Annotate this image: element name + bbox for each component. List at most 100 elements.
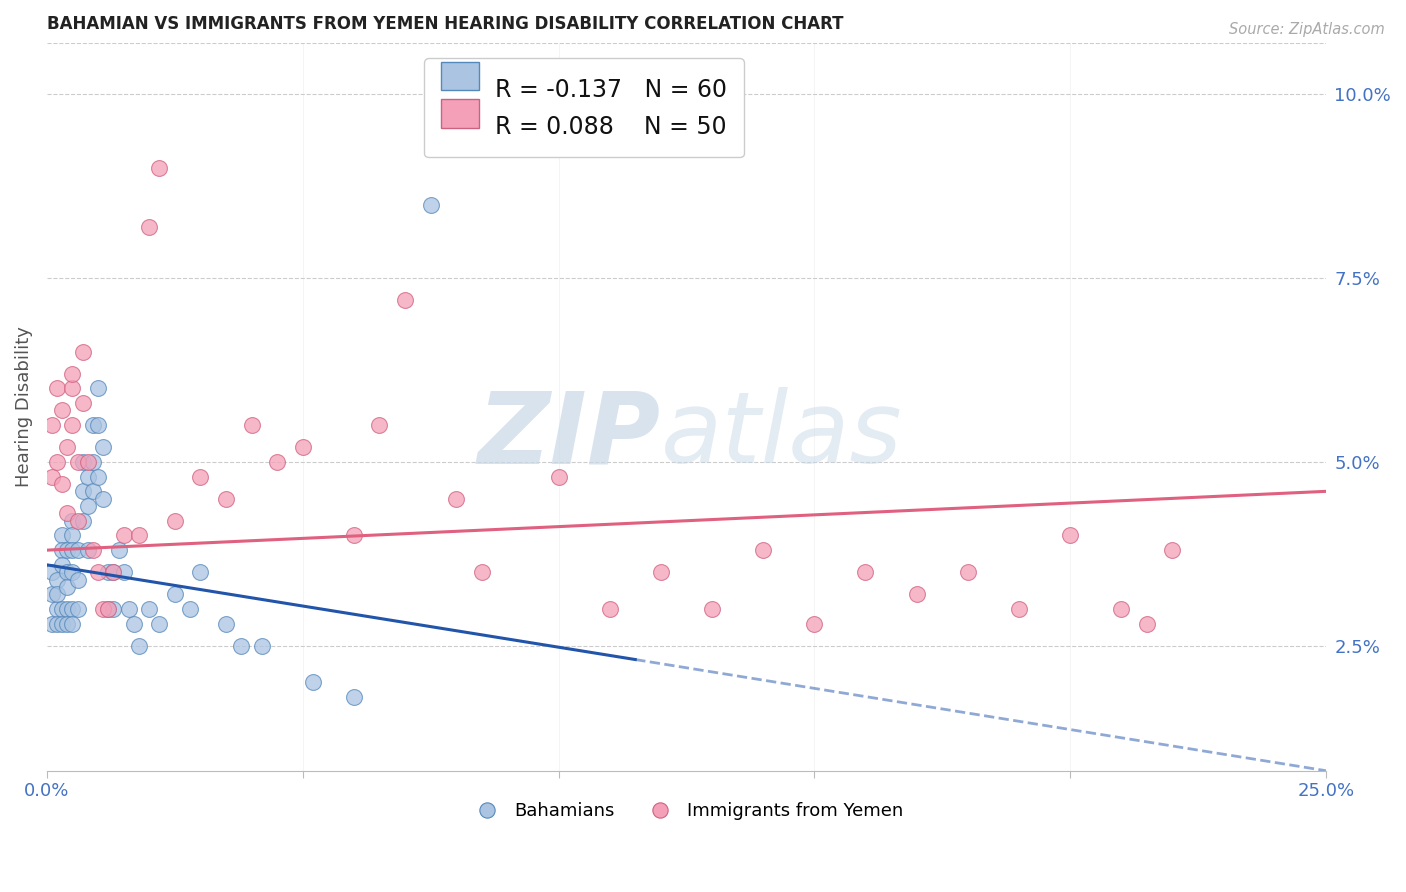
Point	[41, 616, 63, 631]
Point	[56, 507, 79, 521]
Point	[302, 675, 325, 690]
Point	[56, 602, 79, 616]
Point	[107, 543, 129, 558]
Point	[46, 587, 69, 601]
Point	[905, 587, 928, 601]
Point	[66, 573, 89, 587]
Point	[72, 484, 94, 499]
Point	[128, 639, 150, 653]
Legend: Bahamians, Immigrants from Yemen: Bahamians, Immigrants from Yemen	[463, 795, 911, 827]
Point	[103, 602, 125, 616]
Point	[76, 469, 98, 483]
Point	[91, 440, 114, 454]
Point	[368, 418, 391, 433]
Point	[41, 469, 63, 483]
Point	[41, 587, 63, 601]
Point	[46, 602, 69, 616]
Point	[956, 565, 979, 579]
Point	[190, 565, 212, 579]
Point	[82, 484, 104, 499]
Point	[62, 602, 84, 616]
Point	[66, 514, 89, 528]
Point	[700, 602, 723, 616]
Point	[46, 381, 69, 395]
Point	[190, 469, 212, 483]
Point	[103, 565, 125, 579]
Point	[56, 580, 79, 594]
Point	[1136, 616, 1159, 631]
Point	[650, 565, 672, 579]
Y-axis label: Hearing Disability: Hearing Disability	[15, 326, 32, 487]
Point	[66, 455, 89, 469]
Point	[148, 616, 170, 631]
Point	[62, 616, 84, 631]
Point	[51, 558, 73, 572]
Point	[51, 477, 73, 491]
Point	[76, 455, 98, 469]
Point	[215, 616, 238, 631]
Point	[215, 491, 238, 506]
Point	[41, 418, 63, 433]
Point	[87, 565, 110, 579]
Point	[46, 616, 69, 631]
Point	[444, 491, 467, 506]
Point	[51, 616, 73, 631]
Point	[72, 455, 94, 469]
Point	[62, 418, 84, 433]
Point	[547, 469, 569, 483]
Point	[599, 602, 621, 616]
Point	[471, 565, 494, 579]
Point	[62, 543, 84, 558]
Point	[82, 418, 104, 433]
Point	[62, 514, 84, 528]
Point	[1109, 602, 1132, 616]
Point	[51, 602, 73, 616]
Point	[51, 543, 73, 558]
Point	[56, 440, 79, 454]
Point	[76, 499, 98, 513]
Text: ZIP: ZIP	[478, 387, 661, 484]
Point	[122, 616, 145, 631]
Point	[163, 587, 186, 601]
Point	[56, 543, 79, 558]
Point	[46, 455, 69, 469]
Point	[803, 616, 825, 631]
Point	[76, 543, 98, 558]
Point	[62, 528, 84, 542]
Point	[343, 528, 366, 542]
Point	[72, 514, 94, 528]
Point	[41, 565, 63, 579]
Point	[87, 418, 110, 433]
Point	[138, 602, 160, 616]
Point	[66, 543, 89, 558]
Point	[266, 455, 288, 469]
Point	[87, 381, 110, 395]
Point	[148, 161, 170, 175]
Point	[91, 602, 114, 616]
Point	[91, 491, 114, 506]
Point	[66, 602, 89, 616]
Point	[46, 573, 69, 587]
Point	[62, 367, 84, 381]
Point	[138, 219, 160, 234]
Point	[419, 197, 441, 211]
Point	[82, 543, 104, 558]
Point	[250, 639, 273, 653]
Point	[97, 565, 120, 579]
Text: BAHAMIAN VS IMMIGRANTS FROM YEMEN HEARING DISABILITY CORRELATION CHART: BAHAMIAN VS IMMIGRANTS FROM YEMEN HEARIN…	[46, 15, 844, 33]
Point	[128, 528, 150, 542]
Point	[51, 403, 73, 417]
Point	[291, 440, 314, 454]
Point	[72, 396, 94, 410]
Point	[179, 602, 201, 616]
Text: atlas: atlas	[661, 387, 903, 484]
Point	[72, 344, 94, 359]
Point	[97, 602, 120, 616]
Point	[231, 639, 253, 653]
Point	[87, 469, 110, 483]
Point	[1059, 528, 1081, 542]
Point	[97, 602, 120, 616]
Point	[62, 381, 84, 395]
Point	[343, 690, 366, 705]
Point	[82, 455, 104, 469]
